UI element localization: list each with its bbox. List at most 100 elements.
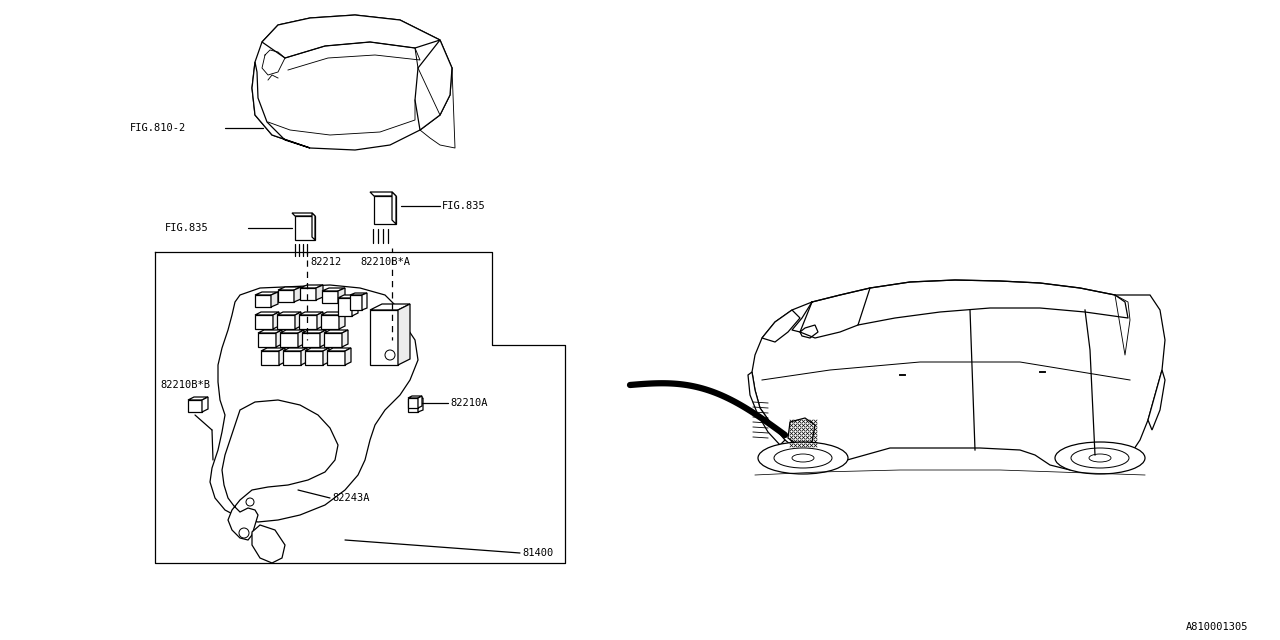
Polygon shape — [276, 330, 282, 347]
Polygon shape — [415, 40, 452, 130]
Polygon shape — [283, 351, 301, 365]
Text: FIG.835: FIG.835 — [442, 201, 485, 211]
Polygon shape — [300, 285, 323, 288]
Polygon shape — [349, 295, 362, 310]
Polygon shape — [294, 287, 301, 302]
Ellipse shape — [774, 448, 832, 468]
Text: 81400: 81400 — [522, 548, 553, 558]
Text: FIG.835: FIG.835 — [165, 223, 209, 233]
Polygon shape — [316, 285, 323, 300]
Polygon shape — [255, 292, 278, 295]
Polygon shape — [255, 315, 273, 329]
Text: 82243A: 82243A — [332, 493, 370, 503]
Polygon shape — [370, 310, 398, 365]
Polygon shape — [346, 348, 351, 365]
Polygon shape — [280, 330, 305, 333]
Polygon shape — [338, 298, 352, 316]
Polygon shape — [370, 304, 410, 310]
Polygon shape — [323, 348, 329, 365]
Text: 82212: 82212 — [310, 257, 342, 267]
Polygon shape — [800, 325, 818, 338]
Polygon shape — [273, 312, 279, 329]
Polygon shape — [252, 15, 452, 150]
Polygon shape — [261, 351, 279, 365]
Polygon shape — [374, 196, 396, 224]
Polygon shape — [302, 330, 326, 333]
Polygon shape — [252, 525, 285, 563]
Polygon shape — [312, 213, 315, 240]
Ellipse shape — [792, 454, 814, 462]
Polygon shape — [301, 348, 307, 365]
Text: 82210A: 82210A — [451, 398, 488, 408]
Polygon shape — [762, 310, 800, 342]
Polygon shape — [188, 400, 202, 412]
Polygon shape — [188, 397, 209, 400]
Polygon shape — [339, 312, 346, 329]
Polygon shape — [271, 292, 278, 307]
Polygon shape — [408, 396, 422, 398]
Polygon shape — [392, 192, 396, 224]
Polygon shape — [302, 333, 320, 347]
Polygon shape — [753, 280, 1165, 470]
Polygon shape — [321, 315, 339, 329]
Polygon shape — [324, 330, 348, 333]
Polygon shape — [262, 15, 440, 58]
Polygon shape — [255, 312, 279, 315]
Polygon shape — [221, 400, 338, 540]
Circle shape — [385, 350, 396, 360]
Circle shape — [239, 528, 250, 538]
Text: 82210B*B: 82210B*B — [160, 380, 210, 390]
Polygon shape — [321, 312, 346, 315]
Polygon shape — [294, 216, 315, 240]
Polygon shape — [255, 295, 271, 307]
Polygon shape — [326, 348, 351, 351]
Polygon shape — [300, 315, 317, 329]
Polygon shape — [283, 348, 307, 351]
Polygon shape — [408, 398, 419, 408]
Circle shape — [246, 498, 253, 506]
Polygon shape — [252, 62, 310, 148]
Polygon shape — [408, 400, 419, 412]
Polygon shape — [323, 288, 346, 291]
Polygon shape — [278, 290, 294, 302]
Polygon shape — [210, 285, 419, 522]
Polygon shape — [292, 213, 315, 216]
Polygon shape — [342, 330, 348, 347]
Polygon shape — [279, 348, 285, 365]
Polygon shape — [320, 330, 326, 347]
Polygon shape — [419, 396, 422, 408]
Polygon shape — [280, 333, 298, 347]
Polygon shape — [305, 351, 323, 365]
Polygon shape — [748, 372, 785, 445]
Text: FIG.810-2: FIG.810-2 — [131, 123, 187, 133]
Polygon shape — [1148, 370, 1165, 430]
Polygon shape — [788, 418, 815, 445]
Polygon shape — [338, 288, 346, 303]
Polygon shape — [294, 312, 301, 329]
Polygon shape — [326, 351, 346, 365]
Ellipse shape — [1071, 448, 1129, 468]
Polygon shape — [408, 398, 422, 400]
Polygon shape — [298, 330, 305, 347]
Polygon shape — [305, 348, 329, 351]
Polygon shape — [349, 293, 367, 295]
Text: 82210B*A: 82210B*A — [360, 257, 410, 267]
Polygon shape — [362, 293, 367, 310]
Polygon shape — [324, 333, 342, 347]
Polygon shape — [338, 295, 358, 298]
Ellipse shape — [1089, 454, 1111, 462]
Polygon shape — [317, 312, 323, 329]
Polygon shape — [261, 348, 285, 351]
Text: A810001305: A810001305 — [1185, 622, 1248, 632]
Polygon shape — [300, 288, 316, 300]
Polygon shape — [352, 295, 358, 316]
Polygon shape — [278, 287, 301, 290]
Polygon shape — [419, 398, 422, 412]
Polygon shape — [259, 330, 282, 333]
Ellipse shape — [758, 442, 849, 474]
Polygon shape — [398, 304, 410, 365]
Polygon shape — [323, 291, 338, 303]
Polygon shape — [370, 192, 396, 196]
Ellipse shape — [1055, 442, 1146, 474]
Polygon shape — [202, 397, 209, 412]
